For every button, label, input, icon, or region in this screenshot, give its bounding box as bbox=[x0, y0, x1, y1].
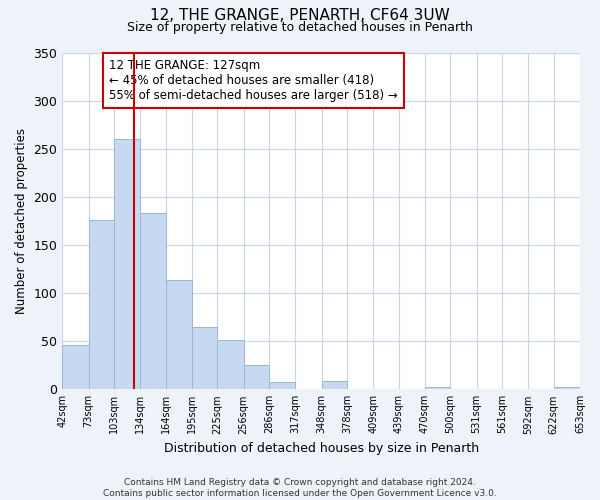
Bar bbox=[554, 388, 580, 390]
Bar bbox=[140, 213, 166, 390]
Bar bbox=[425, 388, 451, 390]
Y-axis label: Number of detached properties: Number of detached properties bbox=[15, 128, 28, 314]
Bar bbox=[244, 365, 269, 390]
Bar bbox=[269, 382, 295, 390]
Bar bbox=[166, 280, 192, 390]
Bar bbox=[217, 340, 244, 390]
Text: Contains HM Land Registry data © Crown copyright and database right 2024.
Contai: Contains HM Land Registry data © Crown c… bbox=[103, 478, 497, 498]
Text: Size of property relative to detached houses in Penarth: Size of property relative to detached ho… bbox=[127, 21, 473, 34]
Bar bbox=[114, 139, 140, 390]
Bar bbox=[62, 345, 89, 390]
Bar bbox=[89, 220, 114, 390]
Text: 12, THE GRANGE, PENARTH, CF64 3UW: 12, THE GRANGE, PENARTH, CF64 3UW bbox=[150, 8, 450, 22]
X-axis label: Distribution of detached houses by size in Penarth: Distribution of detached houses by size … bbox=[164, 442, 479, 455]
Bar bbox=[192, 327, 217, 390]
Bar bbox=[322, 380, 347, 390]
Text: 12 THE GRANGE: 127sqm
← 45% of detached houses are smaller (418)
55% of semi-det: 12 THE GRANGE: 127sqm ← 45% of detached … bbox=[109, 59, 398, 102]
